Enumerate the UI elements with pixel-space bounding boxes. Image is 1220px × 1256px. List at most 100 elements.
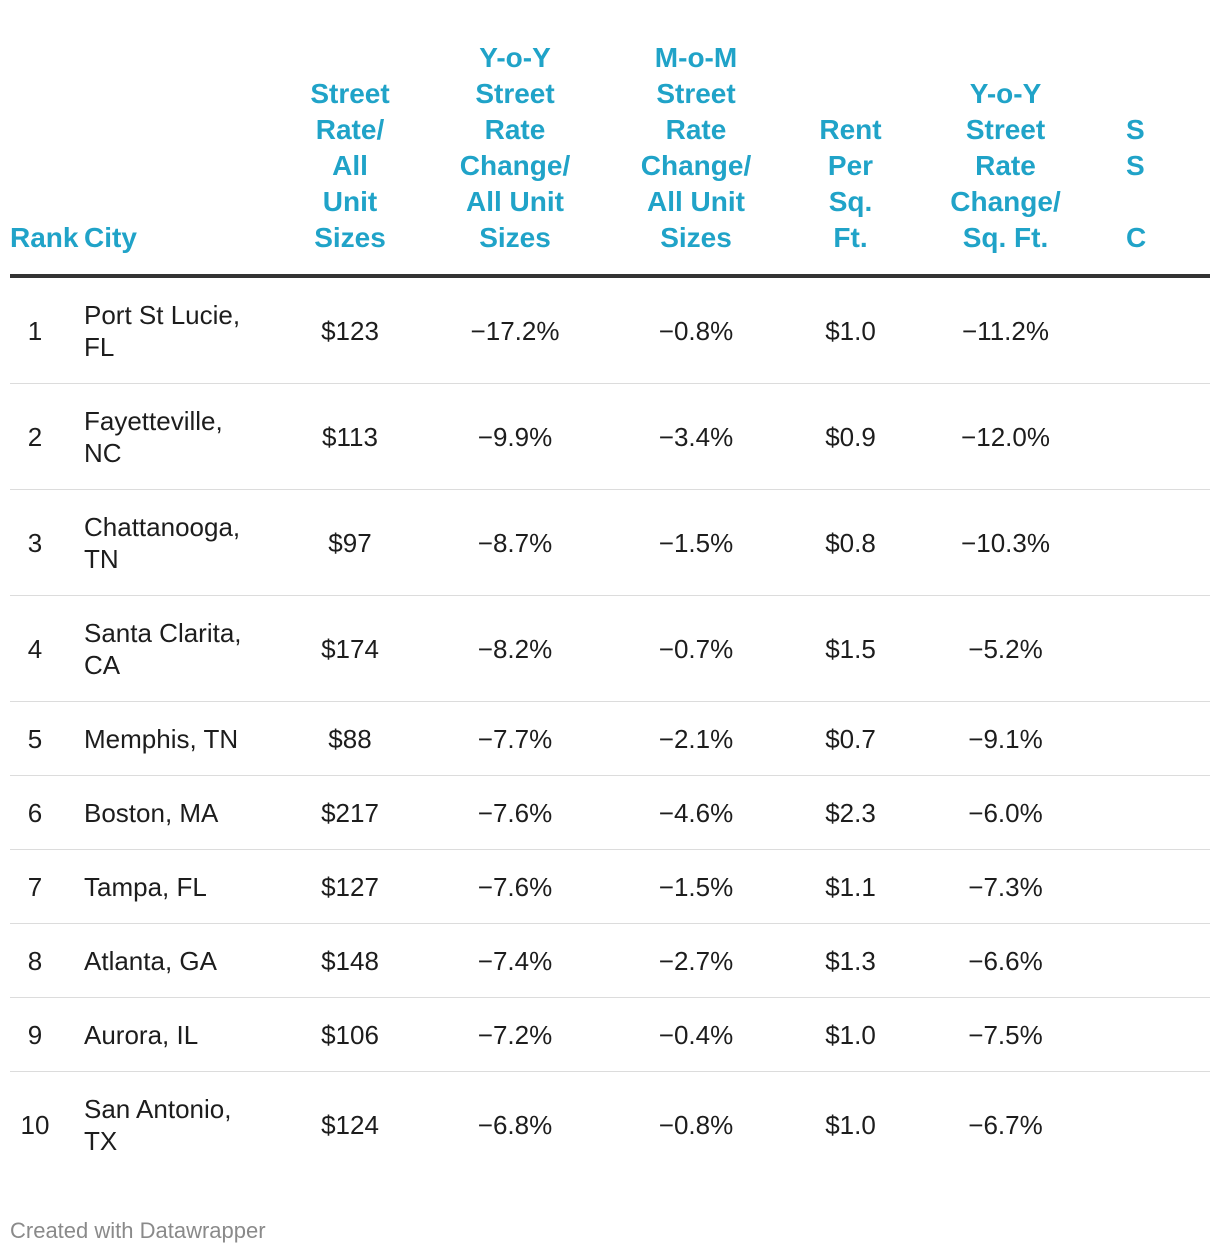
cell-yoy-sqft: −12.0% [919, 383, 1092, 490]
table-row: 2 Fayetteville, NC $113 −9.9% −3.4% $0.9 −12.0… [10, 383, 1210, 490]
header-line: C [1126, 222, 1147, 253]
table-row: 10 San Antonio, TX $124 −6.8% −0.8% $1.0 −6.7% [10, 1072, 1210, 1178]
cell-mom-change: −4.6% [610, 775, 782, 850]
header-line: Change/ [640, 150, 752, 181]
header-line: Rate [665, 114, 727, 145]
header-line: Per [827, 150, 874, 181]
cell-yoy-change: −6.8% [477, 1109, 553, 1140]
data-table: Rank City Street Rate/All Unit Sizes Y-o-Y Stre… [10, 40, 1210, 1177]
header-line: Rank [10, 222, 79, 253]
cell-mom-change: −2.1% [610, 701, 782, 776]
cell-yoy-sqft: −6.0% [919, 775, 1092, 850]
table-row: 4 Santa Clarita, CA $174 −8.2% −0.7% $1.5 −5.2… [10, 595, 1210, 702]
table-row: 7 Tampa, FL $127 −7.6% −1.5% $1.1 −7.3% [10, 849, 1210, 924]
cell-city: Boston, MA [80, 775, 280, 850]
table-row: 3 Chattanooga, TN $97 −8.7% −1.5% $0.8 −10.3% [10, 489, 1210, 596]
cell-yoy-change: −8.7% [420, 489, 610, 596]
header-line: Change/ [950, 186, 1061, 217]
cell-rank: 7 [10, 849, 80, 924]
cell-mom-change: −0.4% [610, 997, 782, 1072]
cell-rent-sqft: $1.0 [782, 276, 919, 384]
cell-city: Fayetteville, NC [80, 383, 280, 490]
datawrapper-credit: Created with Datawrapper [10, 1218, 266, 1243]
cell-rent-sqft: $0.8 [782, 489, 919, 596]
header-line: Ft. [833, 222, 868, 253]
column-header-yoy-sqft: Y-o-Y Street Rate Change/Sq. Ft. [919, 40, 1092, 278]
header-line: Rate/ [315, 114, 385, 145]
cell-yoy-change: −17.2% [420, 276, 610, 384]
header-line: Rate [484, 114, 546, 145]
cell-mom-change: −0.7% [610, 595, 782, 702]
cell-city: Tampa, FL [80, 849, 280, 924]
cell-rent-sqft: $2.3 [782, 775, 919, 850]
cell-street-rate: $106 [280, 997, 420, 1072]
cell-yoy-sqft: −10.3% [919, 489, 1092, 596]
cell-mom-change: −1.5% [610, 849, 782, 924]
cell-rank: 3 [10, 489, 80, 596]
header-line: Street [965, 114, 1046, 145]
cell-mom-change: −0.8% [610, 276, 782, 384]
cell-city: Port St Lucie, FL [80, 276, 280, 384]
cell-yoy-sqft: −7.5% [919, 997, 1092, 1072]
cell-extra [1092, 276, 1210, 384]
header-line: Change/ [459, 150, 571, 181]
cell-rent-sqft: $0.7 [782, 701, 919, 776]
cell-mom-change: −2.7% [610, 923, 782, 998]
header-line: M-o-M [654, 42, 738, 73]
cell-yoy-sqft: −6.6% [919, 923, 1092, 998]
table-row: 1 Port St Lucie, FL $123 −17.2% −0.8% $1.0 −11… [10, 276, 1210, 384]
cell-street-rate: $148 [280, 923, 420, 998]
cell-rent-sqft: $1.5 [782, 595, 919, 702]
cell-street-rate: $124 [321, 1109, 379, 1140]
cell-yoy-change: −8.2% [420, 595, 610, 702]
column-header-city: City [80, 40, 280, 278]
data-table-container: Rank City Street Rate/All Unit Sizes Y-o-Y Stre… [10, 40, 1210, 1177]
cell-extra [1092, 701, 1210, 776]
cell-extra [1092, 849, 1210, 924]
cell-yoy-sqft: −9.1% [919, 701, 1092, 776]
cell-street-rate: $113 [280, 383, 420, 490]
cell-extra [1092, 383, 1210, 490]
cell-yoy-change: −7.6% [420, 775, 610, 850]
header-line: Street [310, 78, 390, 109]
cell-street-rate: $88 [280, 701, 420, 776]
cell-city: Aurora, IL [80, 997, 280, 1072]
cell-rent-sqft: $1.3 [782, 923, 919, 998]
cell-yoy-sqft: −5.2% [919, 595, 1092, 702]
cell-street-rate: $97 [280, 489, 420, 596]
cell-rent-sqft: $1.0 [782, 997, 919, 1072]
header-line: Street [475, 78, 555, 109]
header-line: All [332, 150, 368, 181]
cell-city: Memphis, TN [80, 701, 280, 776]
cell-rank: 4 [10, 595, 80, 702]
table-row: 5 Memphis, TN $88 −7.7% −2.1% $0.7 −9.1% [10, 701, 1210, 776]
cell-rank: 8 [10, 923, 80, 998]
header-line: All Unit [466, 186, 564, 217]
cell-extra [1092, 489, 1210, 596]
cell-yoy-change: −7.2% [420, 997, 610, 1072]
header-row: Rank City Street Rate/All Unit Sizes Y-o-Y Stre… [10, 40, 1210, 278]
cell-yoy-change: −7.4% [420, 923, 610, 998]
table-row: 8 Atlanta, GA $148 −7.4% −2.7% $1.3 −6.6% [10, 923, 1210, 998]
cell-rank: 1 [10, 276, 80, 384]
cell-extra [1092, 1072, 1210, 1178]
header-line: City [84, 222, 137, 253]
cell-yoy-change: −9.9% [420, 383, 610, 490]
cell-city: Atlanta, GA [80, 923, 280, 998]
cell-extra [1092, 775, 1210, 850]
header-line: Y-o-Y [479, 42, 551, 73]
cell-extra [1092, 595, 1210, 702]
header-line: Sizes [479, 222, 551, 253]
cell-city: Chattanooga, TN [80, 489, 280, 596]
column-header-rent-sqft: Rent Per Sq. Ft. [782, 40, 919, 278]
header-line: Sq. Ft. [962, 222, 1049, 253]
header-line: Sizes [314, 222, 386, 253]
cell-city: Santa Clarita, CA [80, 595, 280, 702]
header-line: All Unit [647, 186, 745, 217]
column-header-street-rate: Street Rate/All Unit Sizes [280, 40, 420, 278]
cell-street-rate: $217 [280, 775, 420, 850]
cell-mom-change: −3.4% [610, 383, 782, 490]
header-line: Street [656, 78, 736, 109]
cell-street-rate: $174 [280, 595, 420, 702]
